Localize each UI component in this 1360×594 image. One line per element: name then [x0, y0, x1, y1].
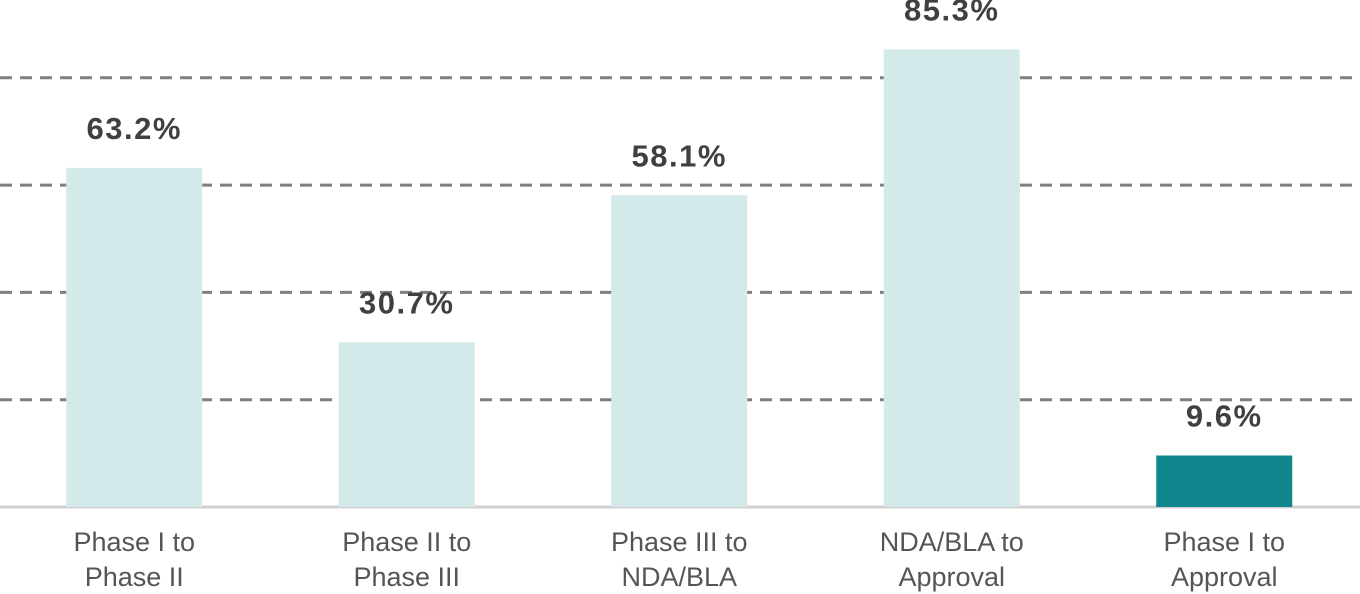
value-label: 63.2% [87, 111, 182, 146]
value-label: 58.1% [632, 138, 727, 173]
value-label: 9.6% [1186, 399, 1263, 434]
x-tick-label: Phase I to Approval [1163, 527, 1286, 592]
x-tick-label: Phase III to NDA/BLA [610, 527, 748, 592]
bar [611, 195, 748, 508]
x-tick-label: NDA/BLA to Approval [879, 527, 1024, 592]
value-label: 85.3% [904, 0, 999, 28]
x-tick-label: Phase I to Phase II [73, 527, 196, 592]
value-label: 30.7% [359, 285, 454, 320]
bar [883, 49, 1020, 507]
bar [338, 342, 475, 507]
bar [1156, 455, 1293, 507]
bar [66, 167, 203, 507]
x-tick-label: Phase II to Phase III [342, 527, 472, 592]
